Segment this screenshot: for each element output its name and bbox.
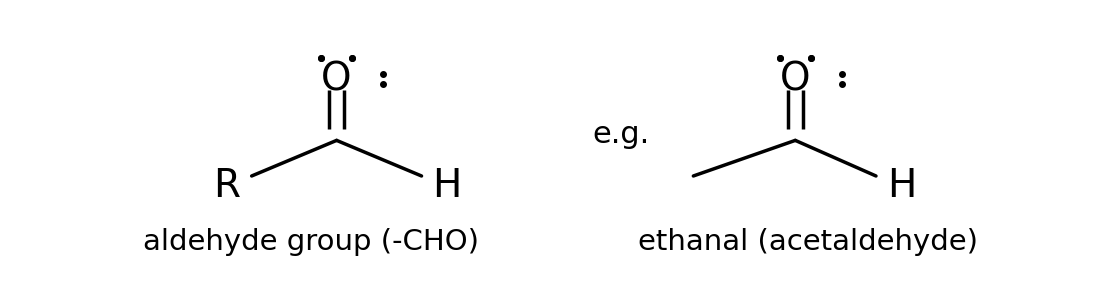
Text: ethanal (acetaldehyde): ethanal (acetaldehyde) <box>638 228 978 256</box>
Text: aldehyde group (-CHO): aldehyde group (-CHO) <box>144 228 479 256</box>
Text: O: O <box>321 60 352 98</box>
Text: R: R <box>213 167 240 205</box>
Text: O: O <box>780 60 811 98</box>
Text: e.g.: e.g. <box>593 120 650 149</box>
Text: H: H <box>887 167 916 205</box>
Text: H: H <box>432 167 461 205</box>
